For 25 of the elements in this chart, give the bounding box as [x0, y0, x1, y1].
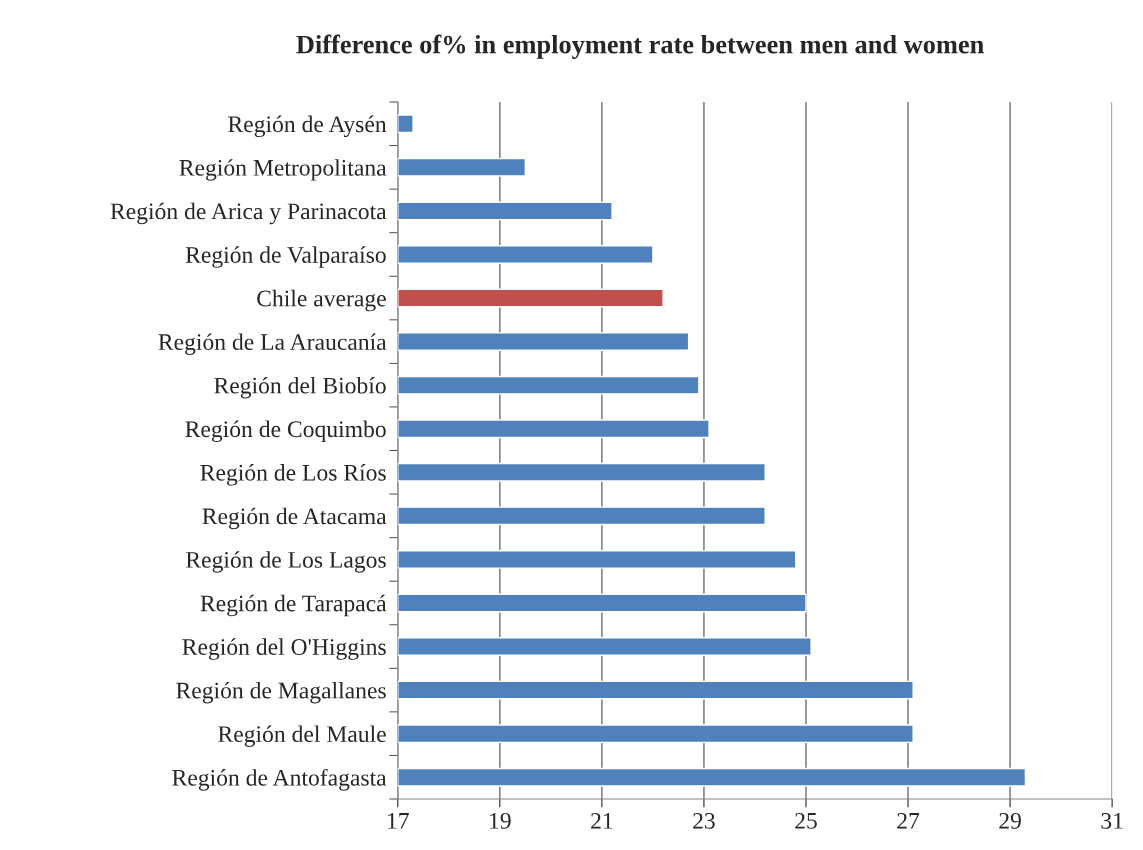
- x-tick-label: 27: [897, 812, 920, 829]
- y-tick-label: Región de La Araucanía: [158, 333, 387, 355]
- y-tick-label: Región de Magallanes: [176, 681, 386, 704]
- y-tick-label: Región de Los Lagos: [186, 551, 386, 573]
- y-tick-label: Región de Atacama: [202, 507, 387, 530]
- y-tick-label: Región de Coquimbo: [185, 420, 386, 443]
- x-tick-label: 31: [1101, 812, 1123, 829]
- x-tick-label: 23: [693, 812, 715, 829]
- y-tick-label: Región de Aysén: [228, 115, 387, 138]
- x-tick-label: 21: [591, 812, 613, 829]
- y-tick-label: Región del Biobío: [214, 376, 386, 399]
- y-tick-label: Región Metropolitana: [179, 159, 387, 181]
- y-tick-label: Región de Arica y Parinacota: [110, 202, 387, 225]
- y-tick-label: Región de Tarapacá: [200, 594, 387, 617]
- chart-title: Difference of% in employment rate between men and women: [296, 34, 984, 59]
- y-tick-label: Región de Valparaíso: [185, 246, 386, 268]
- y-tick-label: Chile average: [257, 289, 386, 312]
- x-tick-label: 25: [795, 812, 817, 829]
- y-tick-label: Región de Los Ríos: [200, 464, 386, 486]
- y-tick-label: Región del O'Higgins: [182, 638, 386, 660]
- y-tick-label: Región del Maule: [218, 725, 386, 747]
- x-tick-label: 17: [388, 812, 409, 829]
- x-tick-label: 19: [490, 812, 511, 829]
- y-tick-label: Región de Antofagasta: [172, 768, 387, 791]
- x-tick-label: 29: [999, 812, 1021, 829]
